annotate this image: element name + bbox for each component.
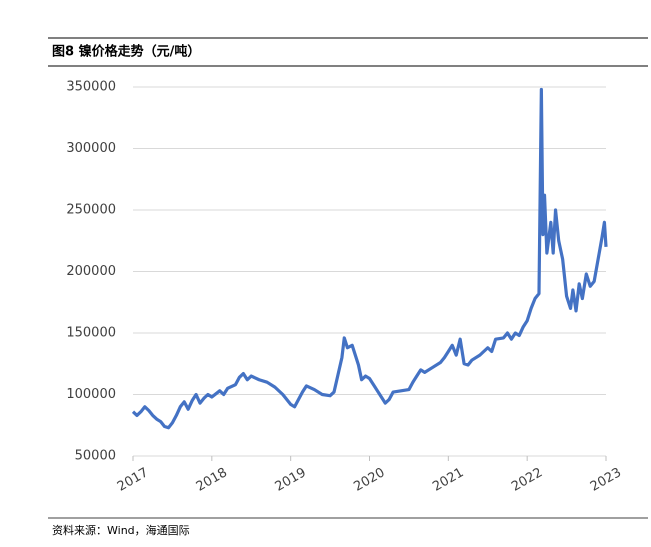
y-tick-label: 250000: [66, 203, 116, 218]
y-tick-label: 200000: [66, 264, 116, 279]
y-tick-label: 100000: [66, 387, 116, 402]
x-tick-label: 2019: [273, 465, 309, 495]
x-tick-label: 2017: [115, 465, 151, 495]
x-tick-label: 2021: [430, 465, 466, 495]
price-line: [131, 87, 608, 430]
y-tick-label: 150000: [66, 326, 116, 341]
source-note: 资料来源：Wind，海通国际: [52, 523, 190, 537]
x-tick-label: 2023: [588, 465, 624, 495]
y-tick-label: 50000: [75, 449, 116, 464]
x-tick-label: 2020: [351, 465, 387, 495]
x-tick-label: 2022: [509, 465, 545, 495]
chart-title: 图8 镍价格走势（元/吨）: [52, 44, 200, 60]
y-tick-label: 350000: [66, 80, 116, 95]
y-tick-label: 300000: [66, 141, 116, 156]
x-tick-label: 2018: [194, 465, 230, 495]
